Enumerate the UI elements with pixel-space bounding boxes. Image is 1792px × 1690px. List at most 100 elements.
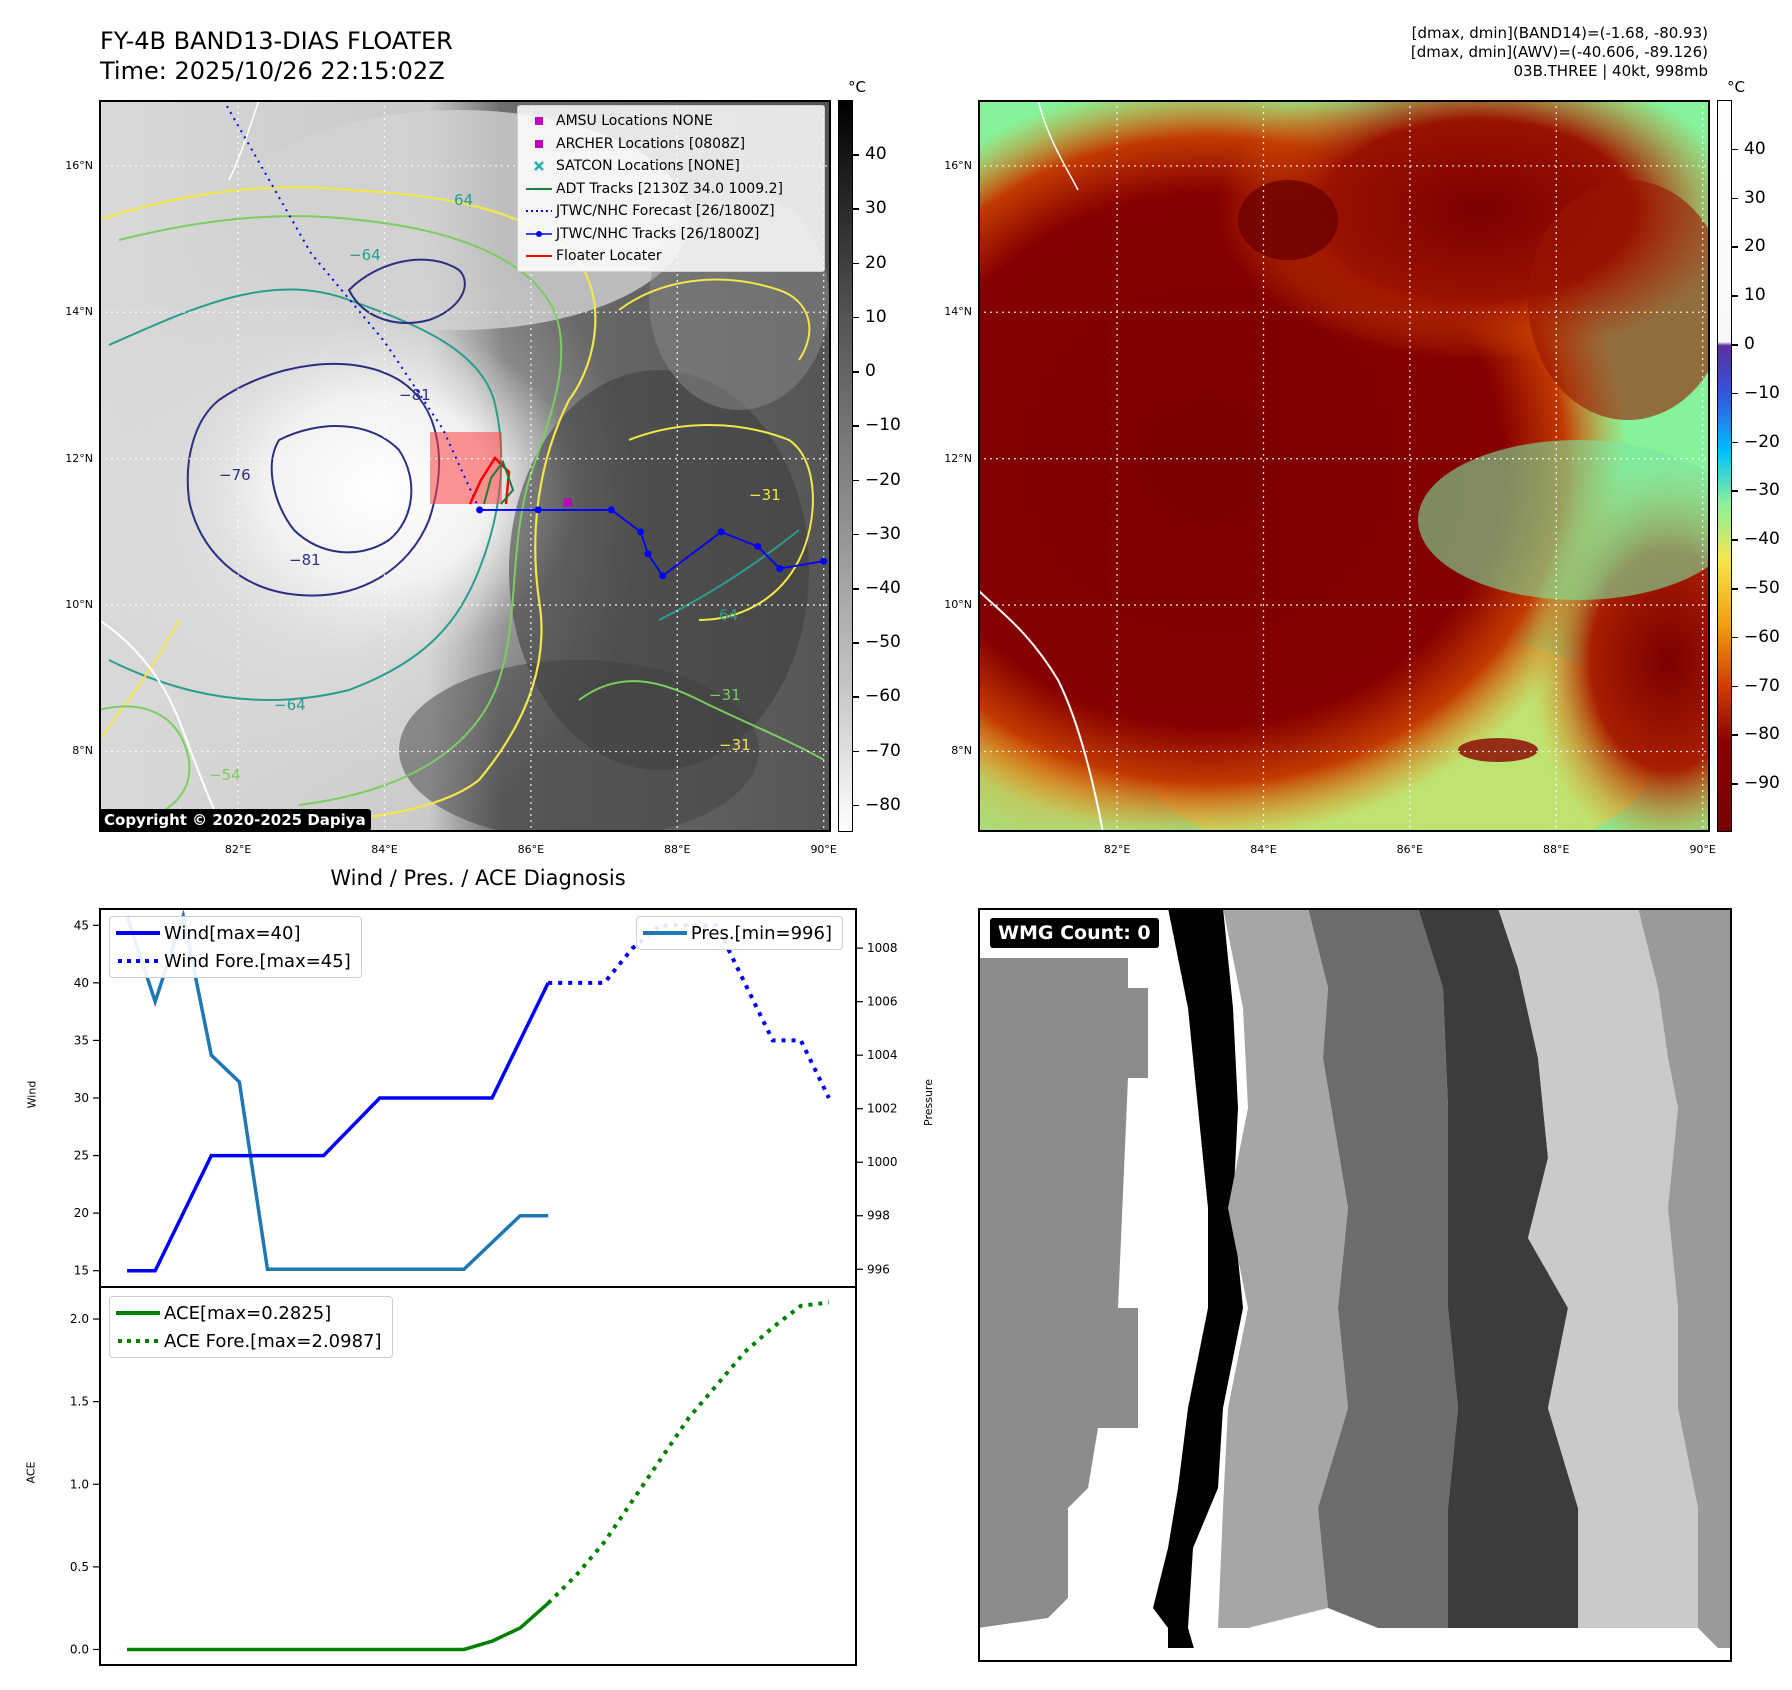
colorbar-tick-mark <box>853 642 859 644</box>
ace-tick-label: 2.0 <box>70 1312 89 1326</box>
figure-title: FY-4B BAND13-DIAS FLOATER Time: 2025/10/… <box>100 26 453 86</box>
pressure-legend-label: Pres.[min=996] <box>690 922 832 944</box>
ir-contour-labels: −81 −81 −76 −64 −64 −54 −31 −31 −31 64 64 <box>209 191 781 784</box>
colorbar-tick-mark <box>853 696 859 698</box>
lat-tick-label: 10°N <box>944 598 972 612</box>
lon-tick-label: 82°E <box>1103 843 1131 856</box>
colorbar-tick-label: 30 <box>865 198 887 219</box>
pressure-tick-label: 998 <box>867 1209 890 1223</box>
pressure-tick-label: 996 <box>867 1262 890 1276</box>
contour-label: −31 <box>749 486 781 504</box>
lat-tick-label: 14°N <box>65 305 93 319</box>
colorbar-tick-label: 30 <box>1744 187 1766 208</box>
wind-chart-svg: 45 40 35 30 25 20 15 1008 1006 1004 1002 1000 998 996 <box>74 909 898 1278</box>
ace-chart: 2.0 1.5 1.0 0.5 0.0 ACE[max=0.2825] ACE Fore… <box>70 1286 857 1666</box>
pressure-tick-label: 1000 <box>867 1155 898 1169</box>
wind-legend: Wind[max=40] Wind Fore.[max=45] <box>109 916 362 978</box>
ace-tick-label: 0.5 <box>70 1560 89 1574</box>
track-point <box>637 528 645 536</box>
ir-colorbar-unit: °C <box>848 78 866 96</box>
track-point <box>644 550 652 558</box>
ir-map-frame <box>99 100 831 832</box>
colorbar-tick-mark <box>1732 490 1738 492</box>
jtwc-track-line <box>479 509 824 578</box>
legend-symbol-line <box>522 183 556 195</box>
colorbar-tick-label: −20 <box>865 469 901 490</box>
ace-legend-dotted-swatch <box>112 1338 164 1344</box>
pressure-legend-entry: Pres.[min=996] <box>639 919 832 947</box>
title-line-2: Time: 2025/10/26 22:15:02Z <box>100 57 445 85</box>
colorbar-tick-mark <box>1732 685 1738 688</box>
ir-legend-entry: SATCON Locations [NONE] <box>522 155 820 178</box>
wind-tick-label: 25 <box>74 1149 89 1163</box>
ace-chart-svg: 2.0 1.5 1.0 0.5 0.0 <box>70 1300 830 1656</box>
colorbar-tick-mark <box>853 479 859 482</box>
colorbar-tick-mark <box>1732 197 1738 200</box>
ir-legend-entry: JTWC/NHC Forecast [26/1800Z] <box>522 200 820 223</box>
ace-forecast-legend-label: ACE Fore.[max=2.0987] <box>164 1330 382 1352</box>
colorbar-tick-mark <box>1732 344 1738 346</box>
contour-label: −76 <box>219 466 251 484</box>
ace-legend-solid-swatch <box>112 1310 164 1316</box>
lat-tick-label: 12°N <box>944 451 972 465</box>
wind-forecast-legend-entry: Wind Fore.[max=45] <box>112 947 351 975</box>
colorbar-tick-mark <box>1732 539 1738 541</box>
ace-legend-entry: ACE[max=0.2825] <box>112 1299 382 1327</box>
colorbar-tick-label: −30 <box>865 523 901 544</box>
copyright-text: Copyright © 2020-2025 Dapiya <box>104 811 366 829</box>
wind-forecast-legend-label: Wind Fore.[max=45] <box>164 950 351 972</box>
wmg-image <box>978 908 1732 1662</box>
ir-map-panel: −81 −81 −76 −64 −64 −54 −31 −31 −31 64 64 AMSU Loc… <box>99 100 831 832</box>
contour-label: −31 <box>719 736 751 754</box>
colorbar-tick-label: −90 <box>1744 773 1780 794</box>
stats-line-1: [dmax, dmin](BAND14)=(-1.68, -80.93) <box>1411 24 1708 42</box>
ace-tick-label: 1.5 <box>70 1395 89 1409</box>
colorbar-tick-label: −50 <box>865 632 901 653</box>
pressure-tick-label: 1002 <box>867 1102 898 1116</box>
lon-tick-label: 86°E <box>1396 843 1424 856</box>
ir-legend-entry: ADT Tracks [2130Z 34.0 1009.2] <box>522 178 820 201</box>
adt-track-line <box>483 459 515 505</box>
colorbar-tick-label: −10 <box>1744 382 1780 403</box>
awv-colorbar-unit: °C <box>1727 78 1745 96</box>
colorbar-tick-label: −60 <box>865 686 901 707</box>
wmg-frame <box>978 908 1732 1662</box>
colorbar-tick-mark <box>1732 636 1738 639</box>
colorbar-tick-mark <box>853 804 859 807</box>
contour-label: −81 <box>289 551 321 569</box>
track-point <box>476 506 484 514</box>
wind-tick-label: 20 <box>74 1206 89 1220</box>
lon-tick-label: 90°E <box>810 843 837 856</box>
colorbar-tick-mark <box>853 316 859 319</box>
ace-legend-label: ACE[max=0.2825] <box>164 1302 332 1324</box>
colorbar-tick-label: 40 <box>865 144 887 165</box>
wind-tick-label: 35 <box>74 1033 89 1047</box>
colorbar-tick-label: 20 <box>1744 236 1766 257</box>
ace-forecast-series-line <box>546 1300 830 1605</box>
colorbar-tick-label: 40 <box>1744 138 1766 159</box>
wind-tick-label: 30 <box>74 1091 89 1105</box>
awv-map-frame <box>978 100 1710 832</box>
wind-legend-label: Wind[max=40] <box>164 922 301 944</box>
wind-plot-area: 45 40 35 30 25 20 15 1008 1006 1004 1002 1000 998 996 <box>74 909 898 1278</box>
contour-label: −31 <box>709 686 741 704</box>
lat-tick-label: 14°N <box>944 305 972 319</box>
contour-label: 64 <box>719 606 738 624</box>
stats-line-3: 03B.THREE | 40kt, 998mb <box>1513 62 1708 80</box>
ace-tick-label: 0.0 <box>70 1642 89 1656</box>
archer-location-marker <box>563 498 572 507</box>
colorbar-tick-mark <box>853 750 859 753</box>
lat-tick-label: 10°N <box>65 598 93 612</box>
pressure-tick-label: 1006 <box>867 995 898 1009</box>
pressure-series-line <box>125 909 549 1272</box>
lon-tick-label: 86°E <box>517 843 545 856</box>
pressure-legend: Pres.[min=996] <box>635 916 843 950</box>
ir-legend-label: SATCON Locations [NONE] <box>556 158 740 175</box>
ir-legend-entry: JTWC/NHC Tracks [26/1800Z] <box>522 223 820 246</box>
contour-label: −64 <box>274 696 306 714</box>
ace-chart-frame <box>99 1286 857 1666</box>
colorbar-tick-mark <box>1732 392 1738 395</box>
colorbar-tick-mark <box>1732 734 1738 736</box>
track-point <box>717 528 725 536</box>
track-point <box>754 543 762 551</box>
